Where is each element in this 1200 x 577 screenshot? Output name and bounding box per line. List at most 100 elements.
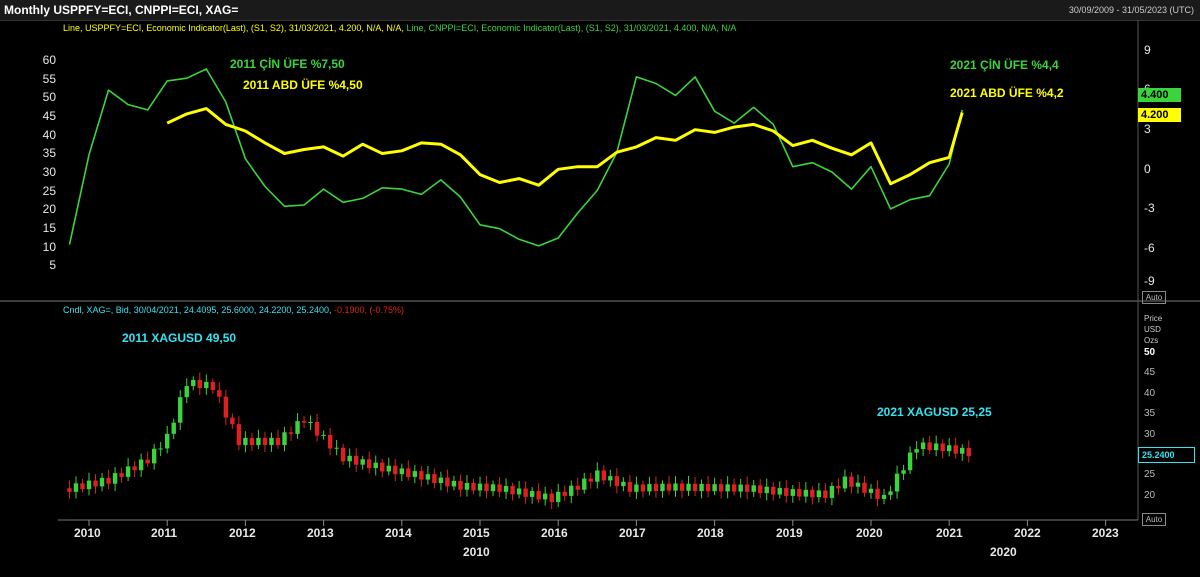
left-tick: 50 — [42, 90, 56, 104]
candle-up — [412, 471, 418, 477]
candle-down — [340, 447, 346, 462]
x-tick-year: 2012 — [229, 526, 256, 540]
candle-up — [308, 421, 313, 423]
candle-down — [771, 486, 776, 495]
us-ppi-line — [166, 107, 964, 187]
candle-up — [451, 480, 457, 487]
candle-up — [901, 470, 906, 474]
last-price-badge: 25.2400 — [1138, 447, 1195, 463]
candle-up — [373, 462, 378, 469]
x-axis-ticks — [88, 520, 1107, 526]
candle-down — [458, 480, 463, 490]
candle-down — [627, 481, 633, 492]
annotation-us-2021: 2021 ABD ÜFE %4,2 — [950, 86, 1064, 100]
candle-up — [868, 488, 874, 493]
candle-up — [503, 485, 509, 492]
x-tick-year: 2010 — [74, 526, 101, 540]
x-tick-year: 2014 — [385, 526, 412, 540]
indicator-lines — [68, 68, 964, 247]
candle-up — [347, 455, 352, 462]
candle-up — [621, 481, 626, 487]
x-tick-year: 2019 — [776, 526, 803, 540]
candle-down — [497, 484, 502, 492]
candle-down — [367, 459, 372, 469]
candle-down — [679, 483, 685, 491]
candle-up — [191, 379, 196, 387]
candle-up — [360, 459, 365, 465]
candle-up — [881, 494, 887, 499]
candle-up — [399, 468, 404, 475]
candle-up — [282, 432, 287, 446]
candle-up — [542, 493, 548, 500]
candle-down — [875, 488, 880, 499]
bottom-legend: Cndl, XAG=, Bid, 30/04/2021, 24.4095, 25… — [63, 305, 404, 315]
candle-up — [842, 476, 848, 489]
x-tick-year: 2011 — [151, 526, 178, 540]
candle-up — [803, 489, 809, 497]
candle-up — [99, 477, 105, 487]
candle-down — [953, 445, 958, 454]
top-legend: Line, USPPFY=ECI, Economic Indicator(Las… — [63, 23, 736, 33]
cn-value-badge: 4.400 — [1138, 88, 1181, 102]
candle-down — [145, 459, 150, 464]
candle-up — [204, 381, 209, 389]
candle-up — [125, 466, 131, 477]
candle-down — [744, 484, 750, 492]
candle-down — [93, 480, 98, 487]
candle-down — [223, 396, 229, 418]
candle-down — [217, 390, 222, 397]
candle-down — [810, 489, 815, 498]
top-auto-scale-button[interactable]: Auto — [1142, 291, 1166, 304]
title-bar: Monthly USPPFY=ECI, CNPPI=ECI, XAG= 30/0… — [0, 0, 1200, 21]
price-tick: 45 — [1144, 367, 1156, 378]
candle-down — [230, 417, 235, 425]
candle-down — [653, 484, 659, 492]
candle-down — [640, 484, 646, 492]
candle-down — [119, 473, 124, 477]
candle-up — [73, 483, 79, 492]
x-tick-year: 2013 — [307, 526, 334, 540]
candle-up — [184, 386, 189, 398]
candle-up — [569, 485, 574, 496]
legend-cn: Line, CNPPI=ECI, Economic Indicator(Last… — [406, 23, 737, 33]
left-tick: 35 — [42, 146, 56, 160]
candle-up — [907, 452, 913, 471]
candle-up — [256, 437, 261, 446]
candle-up — [477, 483, 483, 491]
x-major-2010: 2010 — [463, 545, 490, 559]
candle-down — [536, 491, 541, 500]
right-tick: -3 — [1144, 201, 1155, 215]
candle-down — [484, 483, 489, 492]
candle-down — [692, 483, 698, 492]
x-tick-year: 2020 — [856, 526, 883, 540]
candle-down — [614, 476, 620, 487]
candle-down — [380, 462, 385, 472]
candle-up — [138, 459, 144, 471]
candle-down — [80, 483, 85, 490]
candle-up — [171, 422, 176, 434]
candle-up — [165, 433, 170, 449]
candle-down — [275, 437, 281, 446]
candle-down — [862, 482, 867, 493]
candle-up — [920, 442, 926, 450]
us-value-badge: 4.200 — [1138, 108, 1181, 122]
x-tick-year: 2023 — [1092, 526, 1119, 540]
candle-up — [894, 473, 900, 492]
candle-up — [595, 470, 600, 482]
candle-up — [158, 448, 163, 450]
candle-down — [562, 491, 567, 496]
candle-down — [106, 477, 111, 484]
x-tick-year: 2018 — [697, 526, 724, 540]
x-tick-year: 2017 — [619, 526, 646, 540]
left-tick: 60 — [42, 53, 56, 67]
candle-up — [386, 465, 391, 472]
candle-down — [836, 486, 841, 489]
candle-down — [549, 493, 554, 502]
bottom-auto-scale-button[interactable]: Auto — [1142, 513, 1166, 526]
price-tick: 20 — [1144, 490, 1156, 501]
candle-up — [764, 486, 769, 494]
candle-down — [940, 443, 945, 452]
candle-up — [888, 491, 893, 495]
candle-down — [731, 484, 737, 492]
